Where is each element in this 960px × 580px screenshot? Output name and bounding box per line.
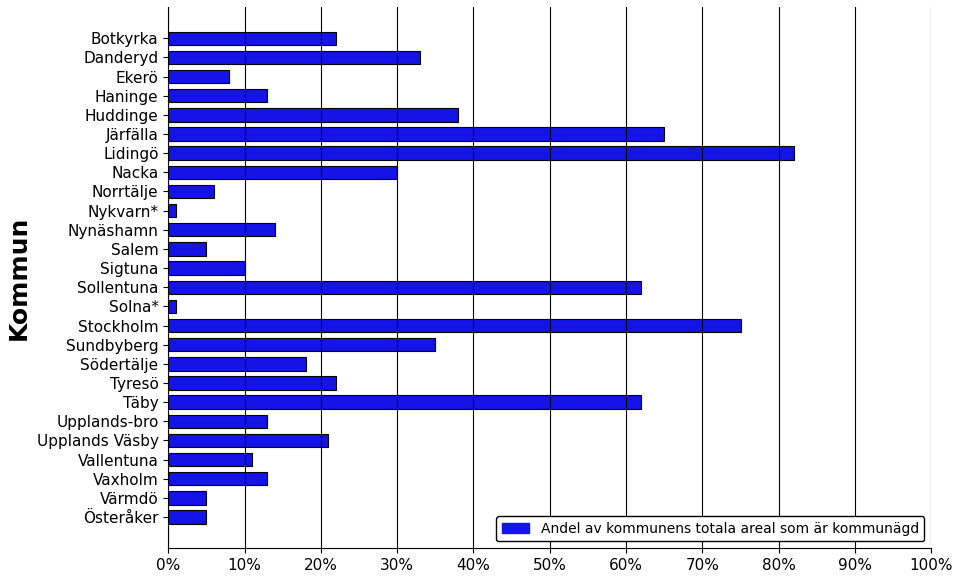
Bar — [168, 108, 458, 122]
Bar — [168, 415, 268, 428]
Bar — [168, 89, 268, 103]
Bar — [168, 166, 397, 179]
Bar — [168, 185, 214, 198]
Bar — [168, 262, 245, 275]
Bar — [168, 242, 206, 256]
Bar — [168, 223, 276, 237]
Bar — [168, 127, 664, 141]
Bar — [168, 510, 206, 524]
Bar — [168, 70, 229, 84]
Bar — [168, 319, 740, 332]
Bar — [168, 147, 794, 160]
Y-axis label: Kommun: Kommun — [7, 215, 31, 340]
Bar — [168, 281, 641, 294]
Bar — [168, 300, 176, 313]
Legend: Andel av kommunens totala areal som är kommunägd: Andel av kommunens totala areal som är k… — [496, 516, 924, 541]
Bar — [168, 50, 420, 64]
Bar — [168, 357, 305, 371]
Bar — [168, 472, 268, 485]
Bar — [168, 491, 206, 505]
Bar — [168, 453, 252, 466]
Bar — [168, 396, 641, 409]
Bar — [168, 31, 336, 45]
Bar — [168, 204, 176, 218]
Bar — [168, 338, 435, 351]
Bar — [168, 434, 328, 447]
Bar — [168, 376, 336, 390]
